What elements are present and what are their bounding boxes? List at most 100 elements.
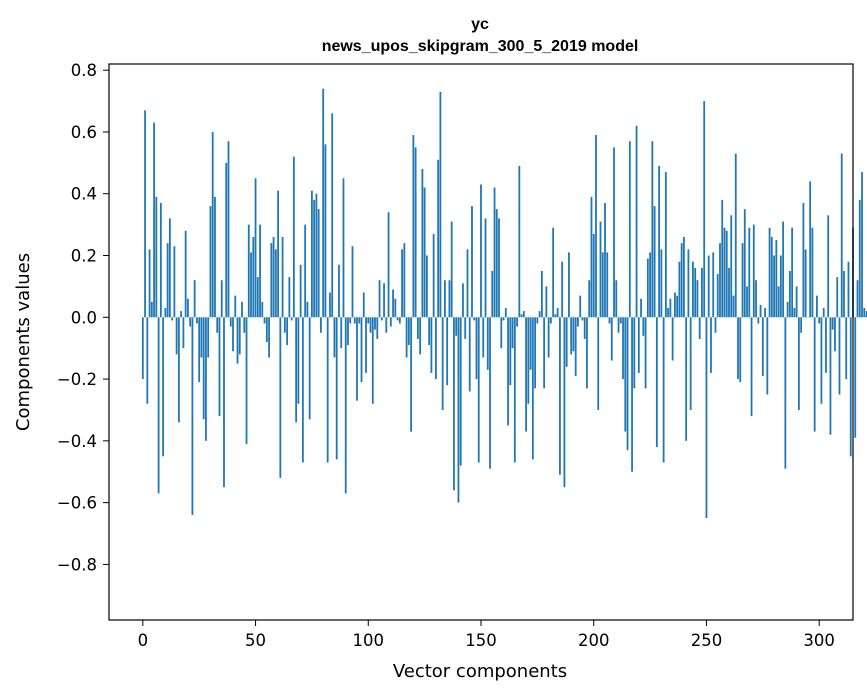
bar-116 bbox=[403, 243, 406, 318]
bar-52 bbox=[259, 224, 261, 318]
bar-118 bbox=[407, 317, 410, 346]
bar-87 bbox=[338, 264, 340, 318]
bar-228 bbox=[655, 317, 658, 448]
bar-111 bbox=[392, 289, 394, 318]
y-tick-label: 0.6 bbox=[71, 123, 97, 142]
bar-7 bbox=[157, 317, 160, 494]
bar-138 bbox=[453, 317, 455, 491]
bar-265 bbox=[739, 317, 742, 383]
bar-102 bbox=[371, 317, 374, 404]
x-tick-label: 100 bbox=[353, 631, 385, 650]
bar-272 bbox=[755, 280, 757, 318]
bar-270 bbox=[750, 317, 753, 417]
bar-297 bbox=[811, 227, 814, 318]
bar-268 bbox=[746, 286, 748, 318]
bar-16 bbox=[177, 317, 180, 423]
bar-105 bbox=[378, 280, 381, 318]
bar-0 bbox=[141, 317, 144, 380]
bar-249 bbox=[703, 101, 706, 318]
bar-194 bbox=[579, 295, 582, 318]
bar-288 bbox=[791, 227, 794, 318]
bar-22 bbox=[191, 317, 194, 515]
bar-43 bbox=[238, 317, 241, 355]
bar-227 bbox=[653, 206, 656, 318]
bar-101 bbox=[369, 317, 372, 333]
bar-242 bbox=[687, 249, 690, 318]
bar-42 bbox=[236, 317, 239, 364]
bar-65 bbox=[288, 277, 291, 318]
bar-300 bbox=[818, 317, 821, 324]
bar-261 bbox=[730, 215, 733, 318]
bar-172 bbox=[529, 317, 532, 370]
bar-166 bbox=[516, 317, 518, 327]
bar-170 bbox=[525, 317, 527, 432]
bar-216 bbox=[628, 141, 631, 318]
bar-144 bbox=[466, 249, 469, 318]
y-axis-label: Components values bbox=[13, 253, 34, 431]
bar-254 bbox=[714, 317, 717, 333]
bar-312 bbox=[845, 317, 848, 380]
bar-15 bbox=[175, 317, 178, 355]
bar-161 bbox=[504, 308, 507, 318]
bar-248 bbox=[701, 267, 703, 318]
bar-19 bbox=[184, 230, 187, 318]
bar-178 bbox=[543, 317, 546, 389]
bar-77 bbox=[315, 193, 318, 318]
bar-82 bbox=[326, 317, 329, 463]
bar-85 bbox=[333, 317, 336, 358]
bar-46 bbox=[245, 317, 248, 444]
bar-273 bbox=[757, 317, 760, 324]
bar-70 bbox=[299, 264, 302, 318]
bar-266 bbox=[741, 243, 744, 318]
bar-17 bbox=[180, 311, 183, 318]
bar-64 bbox=[286, 317, 289, 346]
bar-201 bbox=[595, 135, 597, 318]
bar-63 bbox=[283, 317, 286, 333]
bar-224 bbox=[646, 258, 649, 318]
bar-232 bbox=[664, 172, 667, 318]
bar-296 bbox=[809, 181, 812, 318]
bar-73 bbox=[306, 301, 309, 318]
bar-157 bbox=[495, 209, 498, 318]
chart-subtitle: news_upos_skipgram_300_5_2019 model bbox=[322, 38, 639, 55]
bar-259 bbox=[725, 230, 728, 318]
bar-210 bbox=[615, 280, 618, 318]
bar-185 bbox=[559, 317, 561, 475]
bar-27 bbox=[202, 317, 205, 420]
bar-294 bbox=[804, 249, 807, 318]
y-tick-label: −0.6 bbox=[57, 494, 97, 513]
bar-98 bbox=[362, 292, 365, 318]
x-axis-label: Vector components bbox=[393, 661, 567, 682]
bar-13 bbox=[171, 317, 174, 321]
bar-186 bbox=[561, 261, 564, 318]
bar-282 bbox=[777, 286, 780, 318]
bar-233 bbox=[667, 308, 670, 318]
bar-204 bbox=[601, 252, 604, 318]
bar-56 bbox=[268, 317, 270, 358]
bar-132 bbox=[439, 91, 442, 318]
bar-108 bbox=[385, 317, 388, 333]
bar-47 bbox=[247, 224, 250, 318]
bar-307 bbox=[834, 317, 836, 352]
bar-269 bbox=[748, 227, 751, 318]
bar-274 bbox=[759, 304, 762, 318]
bar-44 bbox=[241, 301, 243, 318]
bar-117 bbox=[405, 317, 408, 358]
bar-245 bbox=[694, 267, 697, 318]
bar-311 bbox=[843, 270, 845, 318]
bar-97 bbox=[360, 317, 363, 383]
bar-158 bbox=[498, 218, 500, 318]
y-tick-label: −0.4 bbox=[57, 432, 97, 451]
bar-140 bbox=[457, 317, 460, 503]
bar-281 bbox=[775, 240, 778, 318]
bar-276 bbox=[764, 308, 766, 318]
bar-9 bbox=[162, 317, 165, 457]
bar-147 bbox=[473, 317, 476, 321]
bar-289 bbox=[793, 308, 796, 318]
bar-110 bbox=[389, 317, 392, 327]
bar-100 bbox=[367, 317, 370, 324]
bar-72 bbox=[304, 224, 307, 318]
bar-6 bbox=[155, 196, 158, 318]
bar-222 bbox=[642, 317, 645, 336]
